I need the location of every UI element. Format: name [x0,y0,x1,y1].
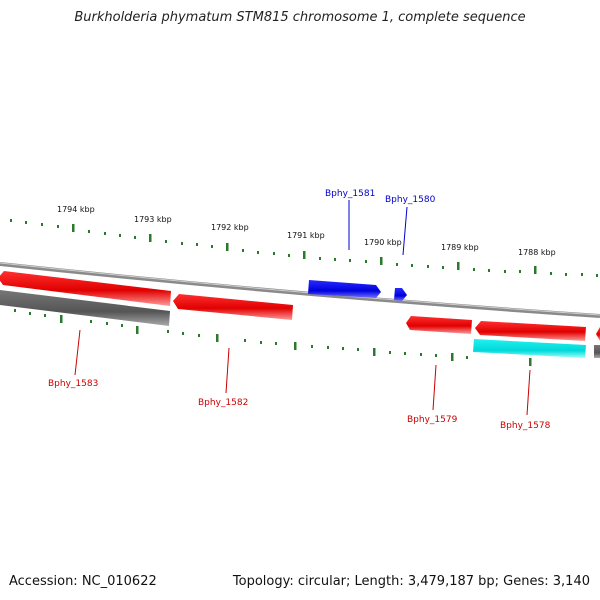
gene-partial-right[interactable] [596,327,600,341]
ruler-label: 1789 kbp [441,243,479,252]
gene-bphy-1578[interactable] [475,321,586,341]
gene-label-bphy-1582[interactable]: Bphy_1582 [198,398,248,408]
gene-label-bphy-1579[interactable]: Bphy_1579 [407,415,458,425]
gene-callouts: Bphy_1581 Bphy_1580 Bphy_1583 Bphy_1582 … [48,189,551,431]
callout-line [225,347,230,394]
gene-label-bphy-1578[interactable]: Bphy_1578 [500,421,551,431]
minor-ticks-outer [10,219,598,277]
gene-label-bphy-1583[interactable]: Bphy_1583 [48,379,98,389]
feature-gray-left[interactable] [0,290,170,326]
gene-label-bphy-1580[interactable]: Bphy_1580 [385,195,436,205]
inner-features [0,290,600,358]
gene-bphy-1581[interactable] [308,280,381,298]
gene-label-bphy-1581[interactable]: Bphy_1581 [325,189,375,199]
callout-line [432,364,437,411]
feature-rna-cyan[interactable] [473,339,586,358]
feature-gray-right[interactable] [594,345,600,358]
inner-tick-ring [14,309,532,366]
callout-line [526,369,531,416]
topology-summary: Topology: circular; Length: 3,479,187 bp… [232,574,590,589]
ruler-label: 1793 kbp [134,215,172,224]
reverse-genes [0,271,600,341]
forward-genes [308,280,407,301]
accession-text: Accession: NC_010622 [9,574,157,589]
ruler-label: 1794 kbp [57,205,95,214]
map-title: Burkholderia phymatum STM815 chromosome … [74,10,526,25]
gene-bphy-1580[interactable] [394,288,407,301]
gene-bphy-1583[interactable] [0,271,171,306]
gene-bphy-1582[interactable] [173,294,293,320]
ruler-label: 1790 kbp [364,238,402,247]
ruler-labels: 1794 kbp 1793 kbp 1792 kbp 1791 kbp 1790… [57,205,556,257]
backbone-outer [0,262,600,318]
callout-line [74,329,81,376]
ruler-label: 1788 kbp [518,248,556,257]
gene-bphy-1579[interactable] [406,316,472,334]
callout-line [402,206,408,256]
ruler-label: 1791 kbp [287,231,325,240]
major-ticks-outer [72,224,537,274]
ruler-label: 1792 kbp [211,223,249,232]
outer-tick-ring: 1794 kbp 1793 kbp 1792 kbp 1791 kbp 1790… [10,205,598,277]
backbone-outer-highlight [0,262,600,316]
